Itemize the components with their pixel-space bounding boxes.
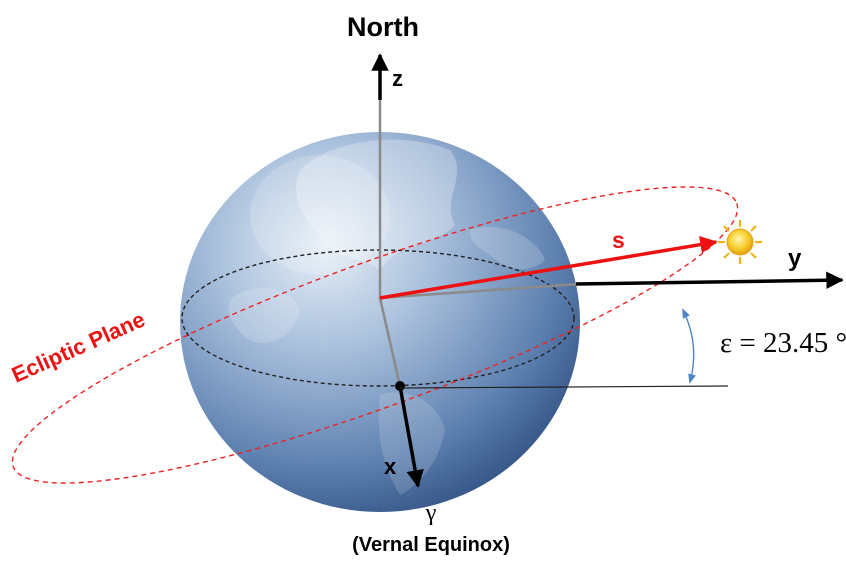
north-label: North <box>347 12 419 42</box>
s-vector <box>379 235 718 300</box>
y-axis <box>575 271 844 289</box>
z-axis-label: z <box>392 66 403 91</box>
y-axis-label: y <box>788 245 802 272</box>
equatorial-plane <box>181 249 575 387</box>
s-vector-label: s <box>612 227 625 253</box>
y-axis-inner <box>379 282 579 300</box>
x-axis <box>398 385 424 488</box>
reference-line <box>399 385 729 389</box>
equinox-point <box>395 381 405 391</box>
obliquity-angle-arc <box>682 308 696 384</box>
sun-icon <box>718 220 762 264</box>
gamma-label: γ <box>425 500 437 526</box>
ecliptic-plane-label: Ecliptic Plane <box>8 307 149 388</box>
x-axis-label: x <box>384 454 397 479</box>
vernal-equinox-label: (Vernal Equinox) <box>352 534 510 556</box>
x-axis-inner <box>378 297 402 387</box>
ecliptic-plane <box>11 186 739 484</box>
obliquity-label: ε = 23.45 ° <box>720 327 846 359</box>
